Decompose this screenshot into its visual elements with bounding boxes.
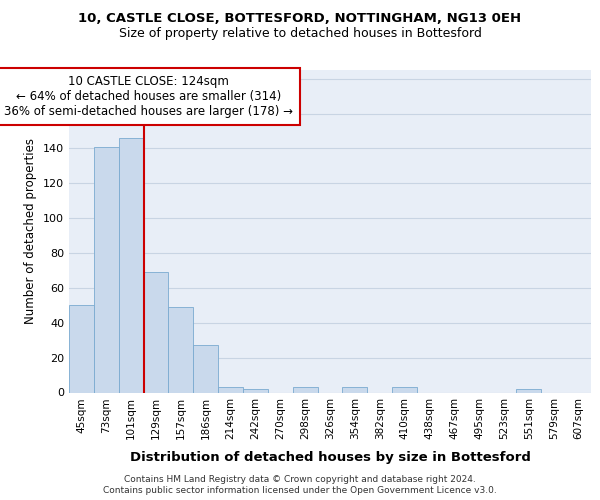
Bar — [94, 146, 119, 392]
Bar — [143, 272, 169, 392]
Text: 10, CASTLE CLOSE, BOTTESFORD, NOTTINGHAM, NG13 0EH: 10, CASTLE CLOSE, BOTTESFORD, NOTTINGHAM… — [79, 12, 521, 26]
Bar — [69, 306, 94, 392]
Text: Size of property relative to detached houses in Bottesford: Size of property relative to detached ho… — [119, 28, 481, 40]
Bar — [392, 388, 417, 392]
Bar — [293, 388, 317, 392]
Bar — [243, 389, 268, 392]
Bar — [169, 307, 193, 392]
Bar — [218, 388, 243, 392]
Bar — [517, 389, 541, 392]
Text: 10 CASTLE CLOSE: 124sqm
← 64% of detached houses are smaller (314)
36% of semi-d: 10 CASTLE CLOSE: 124sqm ← 64% of detache… — [4, 74, 293, 118]
Y-axis label: Number of detached properties: Number of detached properties — [25, 138, 37, 324]
Bar — [193, 346, 218, 393]
Bar — [343, 388, 367, 392]
X-axis label: Distribution of detached houses by size in Bottesford: Distribution of detached houses by size … — [130, 450, 530, 464]
Text: Contains HM Land Registry data © Crown copyright and database right 2024.: Contains HM Land Registry data © Crown c… — [124, 475, 476, 484]
Text: Contains public sector information licensed under the Open Government Licence v3: Contains public sector information licen… — [103, 486, 497, 495]
Bar — [119, 138, 143, 392]
